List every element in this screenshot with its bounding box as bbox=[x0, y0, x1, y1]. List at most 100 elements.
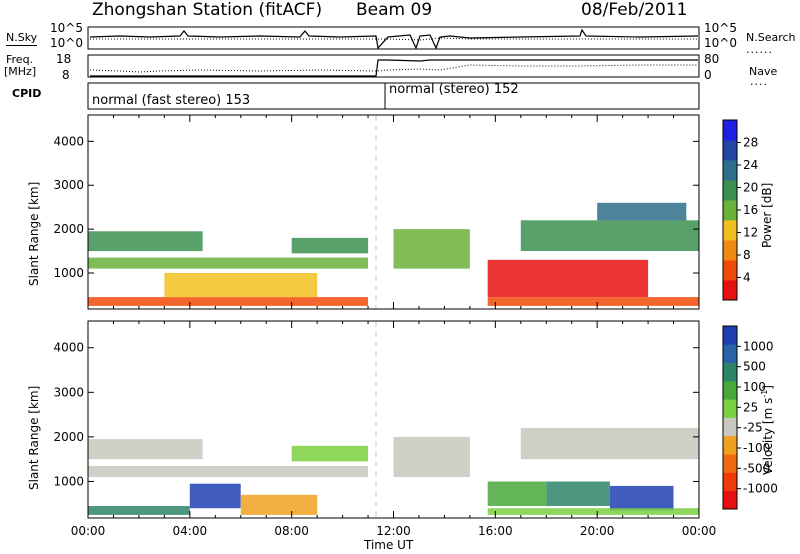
power-colorbar-swatch-4 bbox=[723, 200, 737, 221]
freq-panel bbox=[87, 54, 700, 78]
velocity-colorbar-swatch-0 bbox=[723, 490, 737, 510]
velocity-y-tick-label-2: 3000 bbox=[53, 385, 84, 399]
n-search-legend-dots: ...... bbox=[746, 43, 773, 56]
power-y-tick-label-3: 4000 bbox=[53, 134, 84, 148]
power-colorbar-tick-label-3: 16 bbox=[743, 203, 758, 217]
power-colorbar-tick-label-6: 28 bbox=[743, 136, 758, 150]
time-tick-label-6: 00:00 bbox=[682, 524, 717, 538]
power-region-4 bbox=[291, 237, 369, 254]
velocity-colorbar-swatch-1 bbox=[723, 472, 737, 492]
velocity-colorbar-tick-label-6: -500 bbox=[743, 461, 770, 475]
power-axes: 1000 2000 3000 4000 bbox=[53, 115, 700, 309]
velocity-colorbar-swatch-9 bbox=[723, 326, 737, 345]
velocity-colorbar-title-close: ] bbox=[761, 385, 775, 390]
noise-panel bbox=[87, 26, 700, 50]
nave-right-tick-top: 80 bbox=[704, 52, 720, 66]
power-colorbar-swatch-5 bbox=[723, 180, 737, 201]
velocity-colorbar-tick-label-4: -25 bbox=[743, 421, 763, 435]
velocity-region-7 bbox=[487, 481, 547, 506]
time-tick-label-4: 16:00 bbox=[478, 524, 513, 538]
nave-series bbox=[89, 64, 698, 73]
power-y-axis-title: Slant Range [km] bbox=[27, 181, 41, 286]
cpid-label: CPID bbox=[12, 87, 42, 100]
velocity-region-1 bbox=[88, 465, 368, 477]
power-data-layer bbox=[88, 202, 699, 306]
velocity-colorbar-swatch-5 bbox=[723, 399, 737, 418]
cpid-mode-2: normal (stereo) 152 bbox=[389, 82, 519, 97]
velocity-colorbar-swatch-3 bbox=[723, 435, 737, 455]
time-axis-title: Time UT bbox=[364, 538, 414, 552]
noise-search-series bbox=[90, 37, 698, 41]
power-colorbar-swatch-6 bbox=[723, 160, 737, 181]
time-tick-label-5: 20:00 bbox=[580, 524, 615, 538]
freq-series bbox=[90, 59, 698, 77]
noise-sky-series bbox=[89, 28, 699, 50]
time-tick-label-2: 08:00 bbox=[274, 524, 309, 538]
cpid-panel-frame bbox=[87, 82, 700, 110]
power-colorbar-swatch-8 bbox=[723, 120, 737, 141]
velocity-colorbar-tick-label-3: 25 bbox=[743, 400, 758, 414]
power-region-5 bbox=[393, 229, 470, 269]
velocity-colorbar-swatch-4 bbox=[723, 417, 737, 437]
velocity-colorbar-tick-label-2: 100 bbox=[743, 380, 766, 394]
power-region-9 bbox=[597, 202, 687, 221]
power-colorbar-tick-label-4: 20 bbox=[743, 181, 758, 195]
freq-panel-frame bbox=[87, 54, 700, 78]
velocity-region-2 bbox=[88, 506, 190, 515]
power-y-tick-label-0: 1000 bbox=[53, 266, 84, 280]
velocity-data-layer bbox=[88, 428, 699, 515]
power-colorbar-swatch-0 bbox=[723, 280, 737, 301]
beam-label: Beam 09 bbox=[356, 0, 433, 20]
noise-right-tick-bottom: 10^0 bbox=[704, 36, 737, 50]
freq-left-tick-top: 18 bbox=[56, 52, 72, 66]
velocity-colorbar-swatch-8 bbox=[723, 344, 737, 363]
cpid-mode-1: normal (fast stereo) 153 bbox=[92, 93, 251, 108]
power-region-7 bbox=[487, 297, 699, 306]
noise-panel-frame bbox=[87, 26, 700, 50]
velocity-region-10 bbox=[487, 508, 699, 515]
time-tick-label-3: 12:00 bbox=[376, 524, 411, 538]
power-region-6 bbox=[487, 259, 649, 298]
power-colorbar-tick-label-5: 24 bbox=[743, 158, 758, 172]
nave-right-tick-bottom: 0 bbox=[704, 68, 712, 82]
velocity-y-tick-label-1: 2000 bbox=[53, 430, 84, 444]
velocity-axes: 1000 2000 3000 4000 bbox=[53, 321, 700, 518]
power-region-8 bbox=[520, 220, 699, 251]
velocity-region-3 bbox=[189, 483, 241, 509]
noise-left-tick-bottom: 10^0 bbox=[50, 36, 83, 50]
power-region-3 bbox=[164, 273, 318, 298]
time-tick-label-1: 04:00 bbox=[173, 524, 208, 538]
power-plot: 1000 2000 3000 4000 4 8 12 16 20 24 28 bbox=[53, 114, 758, 310]
cpid-panel bbox=[87, 82, 700, 110]
freq-label: Freq. bbox=[6, 53, 34, 66]
station-title: Zhongshan Station (fitACF) bbox=[92, 0, 323, 20]
power-colorbar: 4 8 12 16 20 24 28 bbox=[722, 119, 758, 301]
nave-label: Nave bbox=[749, 65, 778, 78]
velocity-region-11 bbox=[520, 428, 699, 460]
velocity-colorbar-tick-label-7: -1000 bbox=[743, 482, 778, 496]
time-axis: 00:00 04:00 08:00 12:00 16:00 20:00 00:00 bbox=[71, 524, 717, 538]
velocity-y-tick-label-3: 4000 bbox=[53, 341, 84, 355]
power-colorbar-title: Power [dB] bbox=[760, 182, 774, 248]
velocity-colorbar-swatch-6 bbox=[723, 380, 737, 400]
nave-legend-dots: .... bbox=[750, 75, 768, 88]
noise-right-tick-top: 10^5 bbox=[704, 21, 737, 35]
velocity-region-4 bbox=[240, 494, 318, 515]
velocity-y-axis-title: Slant Range [km] bbox=[27, 385, 41, 490]
velocity-region-8 bbox=[546, 481, 610, 506]
velocity-colorbar-tick-label-1: 500 bbox=[743, 360, 766, 374]
power-region-2 bbox=[88, 297, 368, 306]
power-y-tick-label-1: 2000 bbox=[53, 222, 84, 236]
power-region-1 bbox=[88, 257, 368, 269]
velocity-colorbar-title-main: Velocity [m s bbox=[761, 397, 775, 475]
velocity-region-6 bbox=[393, 436, 470, 477]
n-sky-label: N.Sky bbox=[6, 31, 38, 46]
power-region-0 bbox=[88, 231, 203, 252]
velocity-colorbar-title-exp: -1 bbox=[760, 389, 769, 398]
power-colorbar-tick-label-0: 4 bbox=[743, 271, 751, 285]
power-colorbar-swatch-2 bbox=[723, 240, 737, 261]
velocity-y-tick-label-0: 1000 bbox=[53, 474, 84, 488]
time-tick-label-0: 00:00 bbox=[71, 524, 106, 538]
power-colorbar-tick-label-1: 8 bbox=[743, 248, 751, 262]
